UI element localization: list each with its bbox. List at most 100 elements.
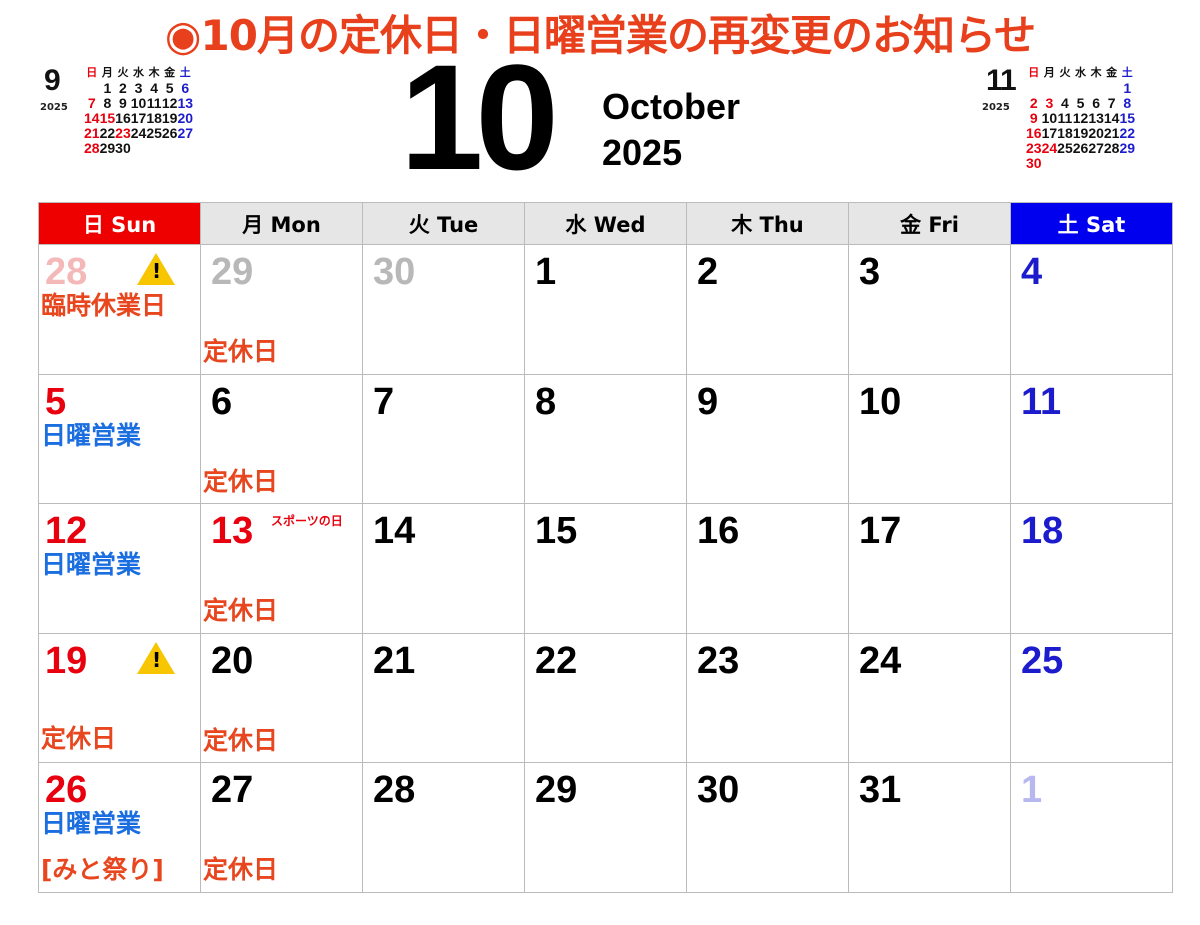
mini-weekday: 金 (164, 67, 176, 79)
mini-day: 4 (150, 80, 158, 96)
mini-day: 9 (119, 95, 127, 111)
day-cell: 1 (1011, 763, 1173, 893)
mini-day: 16 (115, 110, 131, 126)
mini-day: 3 (134, 80, 143, 96)
day-cell: 28 (363, 763, 525, 893)
mini-day: 8 (1123, 95, 1132, 111)
mini-weekday: 月 (101, 67, 113, 79)
mini-day: 5 (165, 80, 174, 96)
day-cell: 4 (1011, 245, 1173, 375)
day-cell: 30 (687, 763, 849, 893)
day-cell: 18 (1011, 504, 1173, 634)
day-number: 17 (859, 510, 902, 553)
mini-weekday: 水 (1075, 67, 1087, 79)
day-cell: 20 定休日 (201, 633, 363, 764)
mini-weekday: 木 (1090, 67, 1102, 79)
mini-day: 6 (181, 80, 190, 96)
mini-day: 15 (99, 110, 116, 126)
mini-day (1042, 81, 1058, 96)
mini-day: 24 (1041, 140, 1058, 156)
mini-day: 22 (99, 125, 116, 141)
day-cell: 23 (687, 633, 849, 764)
mini-day: 29 (1119, 140, 1136, 156)
mini-weekday: 土 (1121, 67, 1133, 79)
day-number: 19 (45, 639, 88, 682)
weekday-header: 火 Tue (363, 203, 525, 245)
day-cell: 25 (1011, 633, 1173, 764)
mini-day (1057, 156, 1073, 171)
day-cell: 5 日曜営業 (39, 374, 201, 505)
notice-title: ◉10月の定休日・日曜営業の再変更のお知らせ (164, 11, 1036, 60)
day-note: 定休日 (203, 466, 279, 496)
day-number: 28 (373, 769, 416, 812)
mini-day: 13 (1088, 110, 1104, 126)
mini-weekday: 土 (179, 67, 191, 79)
year: 2025 (602, 132, 683, 173)
mini-day (1026, 81, 1042, 96)
day-note: 日曜営業 (41, 550, 142, 580)
mini-year: 2025 (982, 102, 1010, 113)
warning-icon: ! (137, 641, 175, 674)
day-cell: 3 (849, 245, 1011, 375)
day-number: 25 (1021, 639, 1064, 682)
mini-weekday: 水 (133, 67, 145, 79)
mini-day: 18 (1057, 125, 1073, 141)
mini-weekday: 木 (148, 67, 160, 79)
mini-day: 3 (1045, 95, 1054, 111)
weekday-header: 土 Sat (1011, 203, 1173, 245)
day-number: 11 (1021, 380, 1062, 423)
day-cell: 8 (525, 374, 687, 505)
mini-day (177, 141, 193, 156)
mini-day (84, 81, 100, 96)
mini-day: 19 (161, 110, 178, 126)
day-number: 29 (211, 251, 254, 293)
mini-day (1073, 81, 1089, 96)
day-number: 27 (211, 769, 254, 812)
month-year-label: October 2025 (602, 84, 740, 176)
day-number: 22 (535, 639, 578, 682)
day-cell: 13 スポーツの日 定休日 (201, 504, 363, 634)
mini-day (1104, 81, 1120, 96)
day-number: 21 (373, 639, 416, 682)
day-number: 26 (45, 769, 88, 812)
mini-day (1042, 156, 1058, 171)
mini-day: 14 (84, 110, 100, 126)
mini-day: 4 (1061, 95, 1069, 111)
mini-weekday: 日 (86, 67, 98, 79)
mini-weekday: 日 (1028, 67, 1040, 79)
mini-day: 5 (1076, 95, 1085, 111)
mini-day: 29 (99, 140, 116, 156)
day-cell: 14 (363, 504, 525, 634)
mini-day: 20 (1088, 125, 1104, 141)
day-number: 31 (859, 769, 902, 812)
day-number: 14 (373, 510, 416, 553)
mini-day: 11 (1057, 110, 1073, 126)
mini-day: 26 (1072, 140, 1089, 156)
mini-month: 11 (986, 64, 1017, 97)
day-note: 定休日 (203, 855, 279, 885)
weekday-header: 水 Wed (525, 203, 687, 245)
day-note: 日曜営業 (41, 809, 142, 839)
mini-day (1057, 81, 1073, 96)
day-cell: 16 (687, 504, 849, 634)
day-number: 8 (535, 380, 557, 423)
mini-day: 17 (1041, 125, 1058, 141)
mini-day: 10 (1041, 110, 1058, 126)
mini-day: 21 (1103, 125, 1120, 141)
mini-day: 9 (1029, 110, 1038, 126)
mini-day: 22 (1119, 125, 1136, 141)
day-cell: 24 (849, 633, 1011, 764)
day-note: 定休日 (41, 723, 117, 753)
day-cell: 17 (849, 504, 1011, 634)
mini-day: 28 (1103, 140, 1120, 156)
mini-day: 28 (84, 140, 100, 156)
day-note: 日曜営業 (41, 420, 142, 450)
mini-day: 6 (1092, 95, 1100, 111)
mini-day: 14 (1103, 110, 1120, 126)
day-cell: 27 定休日 (201, 763, 363, 893)
day-cell: 9 (687, 374, 849, 505)
mini-day: 24 (130, 125, 147, 141)
mini-day (162, 141, 178, 156)
day-cell: 30 (363, 245, 525, 375)
day-note: 臨時休業日 (41, 291, 167, 320)
